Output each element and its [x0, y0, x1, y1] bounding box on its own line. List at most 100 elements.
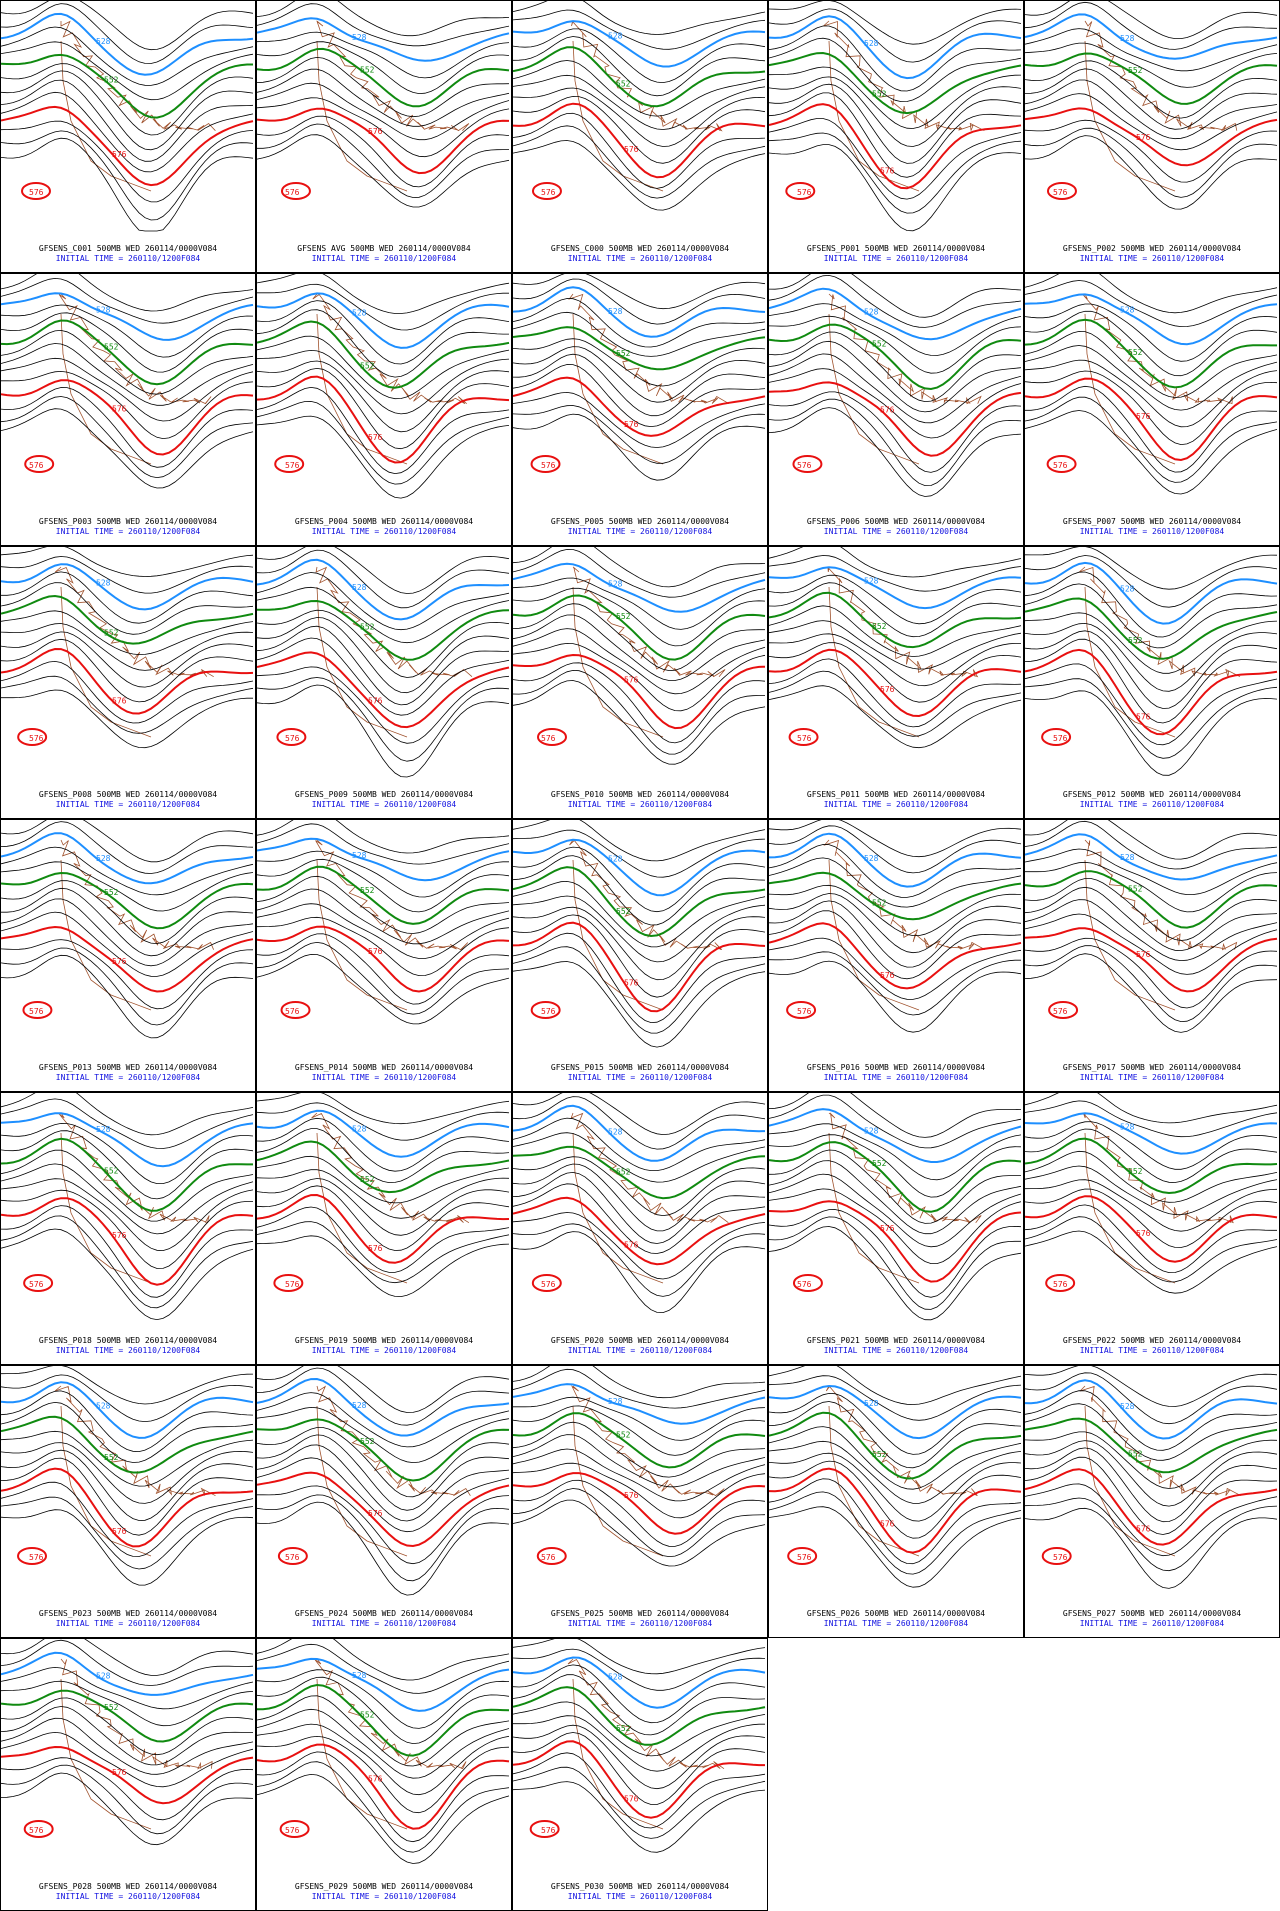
contour [512, 1636, 766, 1675]
contour [1024, 42, 1278, 88]
coastline [1079, 1385, 1242, 1497]
contour-label: 528 [608, 1672, 623, 1681]
contour [1024, 359, 1278, 428]
contour-label: 576 [1053, 1553, 1068, 1562]
contour [0, 1467, 254, 1548]
contour [0, 1374, 254, 1423]
contour [0, 954, 254, 1039]
contour [1024, 293, 1278, 346]
coastline [315, 566, 473, 678]
map: 528 552 576 576 GFSENS_P015 500MB WED 260114… [512, 815, 766, 1082]
contour-label: 576 [797, 734, 812, 743]
contour [0, 63, 254, 136]
contour-label: 576 [112, 1527, 127, 1536]
contour [1024, 127, 1278, 198]
contour [256, 809, 510, 854]
contour [0, 1651, 254, 1696]
contour [768, 37, 1022, 103]
contour [768, 407, 1022, 497]
coastline [60, 839, 214, 950]
map: 528 552 576 576 GFSENS_P002 500MB WED 260114… [1024, 0, 1278, 263]
contour [256, 1359, 510, 1413]
contour-label: 552 [360, 65, 375, 74]
contour [1024, 1216, 1278, 1283]
contour-label: 528 [1120, 1402, 1135, 1411]
contour [512, 1664, 766, 1724]
contour [512, 413, 766, 481]
contour [256, 1751, 510, 1843]
contour-label: 576 [797, 1553, 812, 1562]
contour [512, 405, 766, 464]
contour [1041, 728, 1072, 746]
contour [1024, 1, 1278, 50]
contour [256, 1102, 510, 1141]
coastline [60, 1132, 152, 1284]
contour [0, 137, 254, 232]
contour-label: 552 [616, 1724, 631, 1733]
contour [0, 1390, 254, 1453]
contour [531, 1274, 562, 1292]
coastline [1084, 313, 1176, 465]
contour [1024, 1150, 1278, 1203]
contour [512, 1740, 765, 1819]
contour [256, 1377, 510, 1437]
contour [512, 880, 766, 948]
contour [256, 1140, 510, 1194]
contour-label: 552 [872, 89, 887, 98]
contour [512, 594, 766, 661]
contour [1024, 1403, 1278, 1461]
contour-label: 552 [872, 1450, 887, 1459]
coastline [316, 20, 470, 132]
contour [512, 1766, 766, 1839]
coastline [1084, 1132, 1176, 1284]
contour [768, 118, 1022, 200]
contour-label: 528 [608, 1397, 623, 1406]
contour [1024, 1456, 1278, 1535]
coastline [572, 859, 664, 1011]
contour [1024, 280, 1278, 328]
contour-label: 576 [368, 697, 383, 706]
map: 528 552 576 576 GFSENS_P009 500MB WED 260114… [256, 542, 510, 809]
contour-label: 528 [352, 1671, 367, 1680]
contour [1045, 1274, 1076, 1292]
contour [256, 1501, 510, 1596]
contour-label: 576 [29, 461, 44, 470]
contour [512, 1781, 766, 1853]
contour [256, 1457, 510, 1533]
contour [256, 925, 510, 993]
contour [788, 728, 819, 746]
contour [768, 92, 1022, 178]
contour [768, 857, 1022, 908]
contour [1024, 135, 1278, 210]
contour [0, 105, 254, 187]
contour [1024, 811, 1278, 860]
contour [0, 1449, 254, 1521]
coastline [828, 586, 920, 738]
map: 528 552 576 576 GFSENS_P021 500MB WED 260114… [768, 1082, 1022, 1355]
contour [1046, 455, 1077, 473]
contour-label: 576 [29, 1553, 44, 1562]
contour [256, 0, 510, 37]
contour-label: 552 [616, 907, 631, 916]
contour [768, 368, 1022, 439]
contour [768, 1226, 1022, 1321]
forecast-panel: 528 552 576 576 GFSENS_P006 500MB WED 260114… [768, 264, 1024, 546]
contour [256, 320, 510, 389]
contour-label: 528 [1120, 585, 1135, 594]
contour-label: 576 [1053, 461, 1068, 470]
contour-label: 528 [608, 580, 623, 589]
map: 528 552 576 576 GFSENS_P020 500MB WED 260114… [512, 1089, 766, 1355]
map: 528 552 576 576 GFSENS_P007 500MB WED 260114… [1024, 265, 1278, 536]
contour [1024, 663, 1278, 746]
contour [0, 610, 254, 656]
contour [768, 871, 1022, 921]
map: 528 552 576 576 GFSENS_P022 500MB WED 260114… [1024, 1085, 1278, 1355]
contour [768, 642, 1022, 703]
contour [0, 3, 254, 64]
contour [512, 1096, 766, 1150]
forecast-panel: 528 552 576 576 GFSENS_P008 500MB WED 260114… [0, 544, 256, 819]
contour [256, 1434, 510, 1511]
coastline [828, 293, 982, 405]
contour [256, 637, 510, 716]
contour [256, 953, 510, 1025]
